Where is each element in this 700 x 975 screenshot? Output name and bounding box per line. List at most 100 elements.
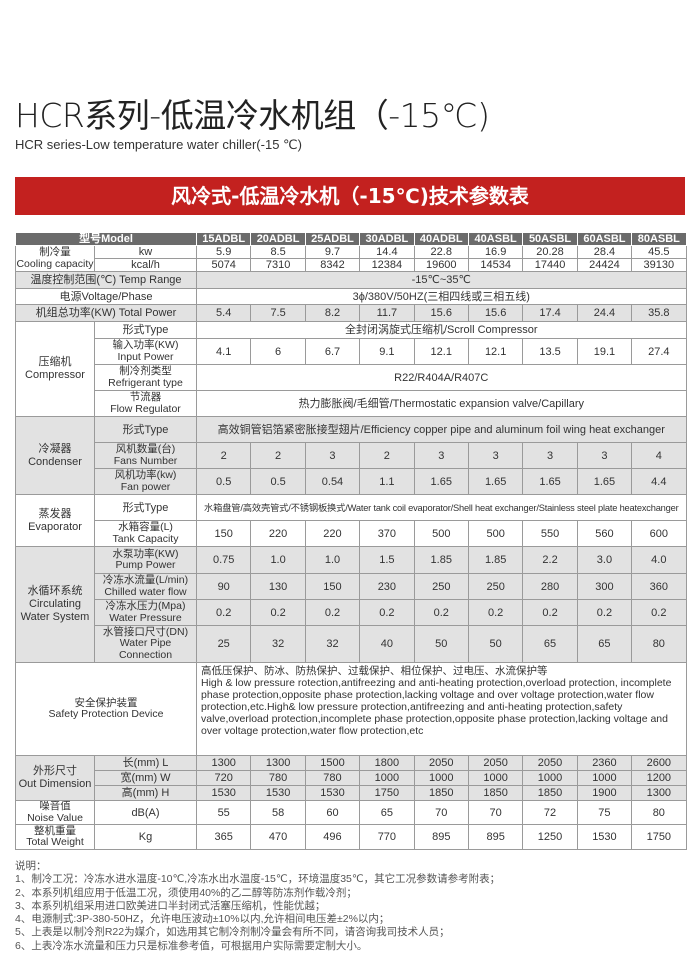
note-item: 2、本系列机组应用于低温工况，须使用40%的乙二醇等防冻剂作载冷剂； [15,886,357,899]
model-name: 20ADBL [250,232,306,246]
value-cell: 8.5 [250,245,306,259]
value-cell: 70 [467,800,524,825]
value-cell: 17.4 [522,304,578,322]
value-cell: 0.5 [250,468,306,495]
value-cell: 1.0 [250,546,306,574]
value-cell: 895 [467,824,524,850]
value-cell: 72 [522,800,578,825]
fan-power-label: 风机功率(kw) Fan power [94,468,197,495]
value-cell: 496 [304,824,361,850]
condenser-type-row: 冷凝器 Condenser 形式Type 高效铜管铝箔紧密胀接型翅片/Effici… [15,416,687,495]
value-cell: 17440 [522,258,578,272]
value-cell: 1530 [576,824,633,850]
model-name: 60ASBL [576,232,633,246]
value-cell: 15.6 [467,304,524,322]
length-row: 外形尺寸 Out Dimension 长(mm) L 1300 1300 1500 18… [15,755,687,801]
value-cell: 4.4 [631,468,687,495]
value-cell: 2360 [576,755,633,771]
value-cell: 75 [576,800,633,825]
value-cell: 27.4 [631,338,687,365]
value-cell: 6 [250,338,306,365]
value-cell: 365 [195,824,252,850]
value-cell: 1900 [576,785,633,801]
value-cell: 19600 [413,258,469,272]
water-pressure-row: 冷冻水压力(Mpa) Water Pressure 0.2 0.2 0.2 0.2 0.2… [16,599,687,626]
value-cell: 3 [413,442,469,469]
spec-table: 型号Model 15ADBL 20ADBL 25ADBL 30ADBL 40ADBL 40… [15,232,687,850]
value-cell: 360 [631,573,687,600]
value-cell: 2 [195,442,252,469]
value-cell: 1530 [195,785,252,801]
value-cell: 58 [250,800,306,825]
value-cell: 0.2 [304,599,361,626]
voltage-label: 电源Voltage/Phase [15,288,197,305]
value-cell: 80 [631,625,687,663]
value-cell: 14534 [467,258,524,272]
model-name: 30ADBL [359,232,415,246]
compressor-label: 压缩机 Compressor [15,321,95,417]
refrigerant-row: 制冷剂类型 Refrigerant type R22/R404A/R407C [16,364,687,391]
pump-power-row: 水循环系统 Circulating Water System 水泵功率(KW) Pum… [15,546,687,663]
value-cell: 15.6 [413,304,469,322]
value-cell: 0.2 [359,599,415,626]
value-cell: 60 [304,800,361,825]
value-cell: 1000 [522,770,578,786]
value-cell: 300 [576,573,633,600]
voltage-value: 3ϕ/380V/50HZ(三相四线或三相五线) [196,288,687,305]
evaporator-type-row: 蒸发器 Evaporator 形式Type 水箱盘管/高效壳管式/不锈钢板换式/W… [15,494,687,547]
value-cell: 4 [631,442,687,469]
model-name: 15ADBL [195,232,252,246]
value-cell: 230 [359,573,415,600]
value-cell: 150 [304,573,361,600]
fans-number-label: 风机数量(台) Fans Number [94,442,197,469]
model-name: 25ADBL [304,232,361,246]
value-cell: 1000 [359,770,415,786]
value-cell: 2 [250,442,306,469]
value-cell: 0.75 [195,546,252,574]
value-cell: 0.2 [631,599,687,626]
value-cell: 1500 [304,755,361,771]
value-cell: 0.2 [522,599,578,626]
tank-capacity-row: 水箱容量(L) Tank Capacity 150 220 220 370 500 500 5… [16,520,687,547]
value-cell: 600 [631,520,687,547]
model-header-row: 型号Model 15ADBL 20ADBL 25ADBL 30ADBL 40ADBL 40… [15,232,687,246]
value-cell: 2 [359,442,415,469]
compressor-type-row: 压缩机 Compressor 形式Type 全封闭涡旋式压缩机/Scroll Co… [15,321,687,417]
value-cell: 28.4 [576,245,633,259]
input-power-label: 输入功率(KW) Input Power [94,338,197,365]
value-cell: 5.9 [195,245,252,259]
value-cell: 2.2 [522,546,578,574]
width-row: 宽(mm) W 720 780 780 1000 1000 1000 1000 1000 120… [16,770,687,786]
value-cell: 470 [250,824,306,850]
value-cell: 3 [576,442,633,469]
value-cell: 770 [359,824,415,850]
value-cell: 9.7 [304,245,361,259]
model-name: 80ASBL [631,232,687,246]
value-cell: 3 [522,442,578,469]
value-cell: 65 [576,625,633,663]
note-item: 6、上表冷冻水流量和压力只是标准参考值，可根据用户实际需要定制大小。 [15,939,368,952]
value-cell: 22.8 [413,245,469,259]
value-cell: 8342 [304,258,361,272]
value-cell: 780 [250,770,306,786]
noise-row: 噪音值 Noise Value dB(A) 55 58 60 65 70 70 72 75 80 [15,800,687,825]
value-cell: 0.2 [576,599,633,626]
page-title: HCR系列-低温冷水机组（-15℃) [15,96,490,135]
note-item: 3、本系列机组采用进口欧美进口半封闭式活塞压缩机，性能优越； [15,899,326,912]
flow-regulator-label: 节流器 Flow Regulator [94,390,197,417]
value-cell: 1750 [359,785,415,801]
cooling-kcal-row: kcal/h 5074 7310 8342 12384 19600 14534 17440 2… [16,258,687,272]
value-cell: 4.1 [195,338,252,365]
value-cell: 12.1 [413,338,469,365]
value-cell: 1000 [413,770,469,786]
value-cell: 6.7 [304,338,361,365]
value-cell: 1530 [304,785,361,801]
cooling-kw-row: 制冷量 Cooling capacity kw 5.9 8.5 9.7 14.4 22.8… [15,245,687,272]
value-cell: 24424 [576,258,633,272]
value-cell: 1.5 [359,546,415,574]
value-cell: 0.54 [304,468,361,495]
value-cell: 1.65 [576,468,633,495]
pipe-connection-row: 水管接口尺寸(DN) Water Pipe Connection 25 32 32 40 5… [16,625,687,663]
table-banner: 风冷式-低温冷水机（-15℃)技术参数表 [15,177,685,215]
value-cell: 0.2 [250,599,306,626]
